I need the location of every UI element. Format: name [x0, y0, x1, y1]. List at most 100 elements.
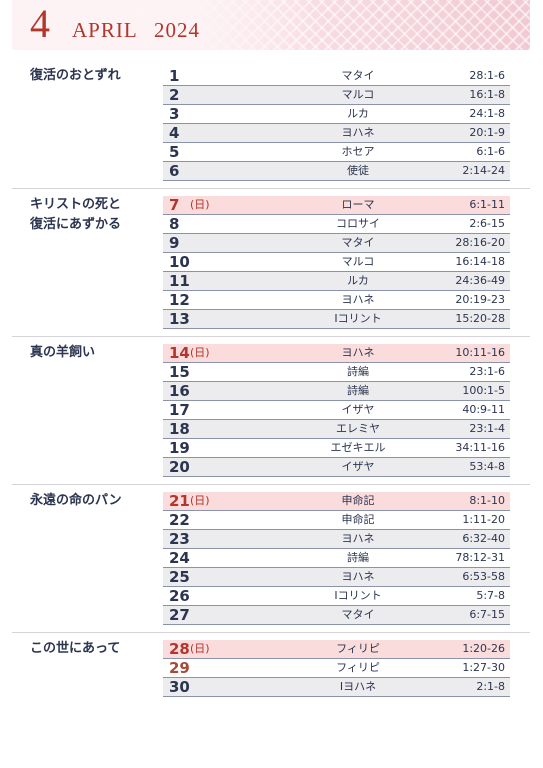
reading-row: 10 マルコ 16:14-18: [163, 253, 510, 272]
weekday: (日): [190, 346, 210, 359]
day-number: 17: [169, 401, 190, 419]
book: イザヤ: [341, 460, 375, 473]
book: ホセア: [341, 145, 375, 158]
reading-row: 20 イザヤ 53:4-8: [163, 458, 510, 477]
reference: 28:16-20: [455, 236, 505, 249]
day-number: 23: [169, 530, 190, 548]
reference: 23:1-6: [469, 365, 505, 378]
book: マルコ: [341, 88, 375, 101]
day-number: 8: [169, 215, 180, 233]
day-number: 30: [169, 678, 190, 696]
reading-row: 27 マタイ 6:7-15: [163, 606, 510, 625]
reference: 6:1-11: [469, 198, 505, 211]
reading-row: 21 (日) 申命記 8:1-10: [163, 492, 510, 511]
reference: 100:1-5: [462, 384, 505, 397]
reading-row: 23 ヨハネ 6:32-40: [163, 530, 510, 549]
section-title: 復活のおとずれ: [30, 68, 121, 83]
reference: 16:1-8: [469, 88, 505, 101]
day-number: 10: [169, 253, 190, 271]
book: ルカ: [347, 274, 369, 287]
weekday: (日): [190, 642, 210, 655]
book: ルカ: [347, 107, 369, 120]
month-number: 4: [30, 1, 50, 46]
month-name: APRIL: [72, 18, 138, 42]
reading-row: 30 Ⅰヨハネ 2:1-8: [163, 678, 510, 697]
reading-row: 25 ヨハネ 6:53-58: [163, 568, 510, 587]
reading-row: 13 Ⅰコリント 15:20-28: [163, 310, 510, 329]
reference: 40:9-11: [462, 403, 505, 416]
book: マタイ: [341, 236, 375, 249]
section-title: キリストの死と: [30, 197, 122, 212]
book: エゼキエル: [330, 441, 386, 454]
year: 2024: [154, 18, 200, 42]
reference: 28:1-6: [469, 69, 505, 82]
book: マタイ: [341, 69, 375, 82]
section-divider: [12, 335, 530, 337]
day-number: 11: [169, 272, 190, 290]
reference: 20:19-23: [455, 293, 505, 306]
reference: 1:11-20: [462, 513, 505, 526]
reference: 16:14-18: [455, 255, 505, 268]
reading-row: 14 (日) ヨハネ 10:11-16: [163, 344, 510, 363]
section-divider: [12, 187, 530, 189]
reading-row: 7 (日) ローマ 6:1-11: [163, 196, 510, 215]
day-number: 24: [169, 549, 190, 567]
reading-row: 5 ホセア 6:1-6: [163, 143, 510, 162]
reference: 20:1-9: [469, 126, 505, 139]
reference: 34:11-16: [455, 441, 505, 454]
reading-row: 29 フィリピ 1:27-30: [163, 659, 510, 678]
reading-row: 24 詩編 78:12-31: [163, 549, 510, 568]
book: マルコ: [341, 255, 375, 268]
book: 申命記: [341, 513, 375, 526]
day-number: 13: [169, 310, 190, 328]
reference: 24:36-49: [455, 274, 505, 287]
book: ヨハネ: [341, 570, 375, 583]
day-number: 19: [169, 439, 190, 457]
book: フィリピ: [336, 642, 380, 655]
book: ヨハネ: [341, 346, 375, 359]
book: エレミヤ: [336, 422, 380, 435]
day-number: 18: [169, 420, 190, 438]
day-number: 21: [169, 492, 190, 510]
section-title: 真の羊飼い: [30, 345, 96, 360]
reference: 6:53-58: [462, 570, 505, 583]
book: ヨハネ: [341, 293, 375, 306]
reference: 2:14-24: [462, 164, 505, 177]
reading-row: 12 ヨハネ 20:19-23: [163, 291, 510, 310]
book: イザヤ: [341, 403, 375, 416]
day-number: 9: [169, 234, 180, 252]
reference: 2:6-15: [469, 217, 505, 230]
reference: 23:1-4: [469, 422, 505, 435]
day-number: 14: [169, 344, 190, 362]
reference: 10:11-16: [455, 346, 505, 359]
day-number: 12: [169, 291, 190, 309]
section-divider: [12, 631, 530, 633]
day-number: 1: [169, 67, 180, 85]
day-number: 4: [169, 124, 180, 142]
reference: 6:7-15: [469, 608, 505, 621]
reading-row: 9 マタイ 28:16-20: [163, 234, 510, 253]
reference: 1:20-26: [462, 642, 505, 655]
day-number: 3: [169, 105, 180, 123]
reference: 6:1-6: [476, 145, 505, 158]
reading-row: 26 Ⅰコリント 5:7-8: [163, 587, 510, 606]
section-title: この世にあって: [30, 641, 121, 656]
header-band: [12, 0, 530, 50]
section-divider: [12, 483, 530, 485]
book: コロサイ: [336, 217, 380, 230]
book: 詩編: [347, 551, 369, 564]
book: フィリピ: [336, 661, 380, 674]
reading-row: 17 イザヤ 40:9-11: [163, 401, 510, 420]
book: 詩編: [347, 365, 369, 378]
day-number: 22: [169, 511, 190, 529]
reading-row: 16 詩編 100:1-5: [163, 382, 510, 401]
book: 使徒: [347, 164, 369, 177]
book: ヨハネ: [341, 126, 375, 139]
reading-row: 1 マタイ 28:1-6: [163, 67, 510, 86]
reference: 53:4-8: [469, 460, 505, 473]
reading-row: 6 使徒 2:14-24: [163, 162, 510, 181]
book: 申命記: [341, 494, 375, 507]
weekday: (日): [190, 494, 210, 507]
day-number: 20: [169, 458, 190, 476]
